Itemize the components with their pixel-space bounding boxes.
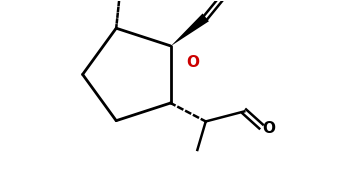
Text: O: O [262, 121, 275, 136]
Polygon shape [171, 14, 209, 46]
Text: O: O [186, 55, 199, 70]
